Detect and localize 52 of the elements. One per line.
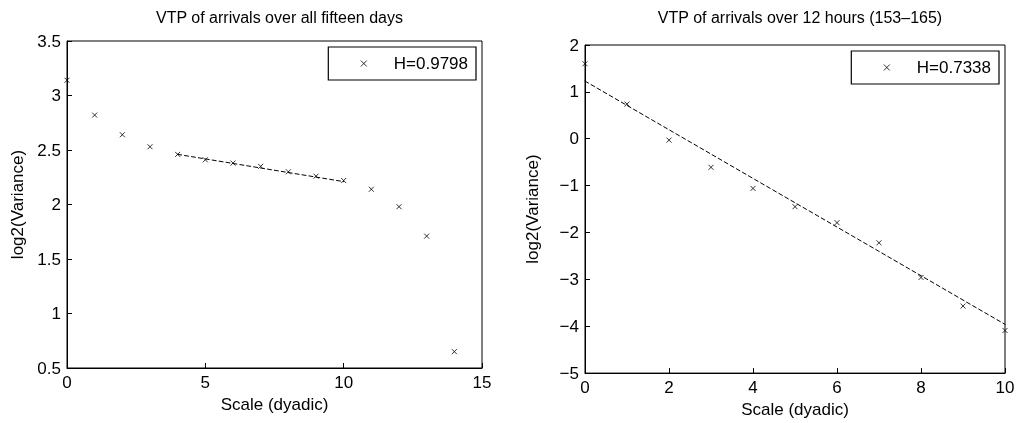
x-tick-label: 2: [664, 378, 674, 398]
x-tick-label: 4: [748, 378, 758, 398]
point: [750, 185, 756, 192]
point: [666, 137, 672, 144]
y-tick-label: 0: [569, 129, 579, 149]
point: [423, 233, 430, 240]
y-tick-label: 0.5: [37, 358, 61, 378]
y-tick-label: 3: [51, 86, 61, 105]
point: [64, 77, 70, 84]
x-axis-title: Scale (dyadic): [741, 400, 849, 419]
y-tick-label: 1: [569, 82, 579, 102]
y-tick-label: −1: [559, 176, 579, 196]
point: [451, 348, 458, 355]
point: [918, 274, 924, 281]
point: [708, 164, 714, 171]
legend-label: H=0.9798: [393, 54, 468, 73]
point: [396, 203, 402, 210]
y-tick-label: 2.5: [37, 140, 61, 160]
y-tick-label: 1: [51, 304, 61, 323]
point: [368, 186, 375, 193]
x-tick-label: 10: [334, 373, 354, 392]
y-tick-label: 2: [569, 35, 579, 55]
point: [792, 203, 798, 210]
y-tick-label: 2: [51, 195, 61, 214]
legend-label: H=0.7338: [916, 58, 991, 77]
point: [147, 143, 153, 150]
point: [876, 239, 882, 246]
point: [202, 156, 209, 163]
point: [1002, 327, 1008, 334]
y-tick-label: −3: [559, 269, 579, 289]
x-tick-label: 5: [200, 373, 211, 392]
point: [582, 60, 588, 67]
x-tick-label: 6: [832, 378, 842, 398]
point: [313, 173, 319, 180]
y-axis-title: log2(Variance): [523, 154, 542, 264]
y-tick-label: −2: [559, 222, 579, 242]
point: [91, 112, 98, 119]
y-tick-label: 3.5: [37, 31, 61, 51]
y-axis-title: log2(Variance): [8, 149, 28, 260]
y-tick-label: −4: [559, 316, 579, 336]
chart-title: VTP of arrivals over all fifteen days: [156, 8, 403, 26]
x-axis-title: Scale (dyadic): [220, 394, 329, 414]
x-tick-label: 8: [916, 378, 926, 398]
y-tick-label: 1.5: [37, 249, 61, 269]
chart-title: VTP of arrivals over 12 hours (153–165): [657, 8, 943, 26]
point: [285, 168, 292, 175]
y-tick-label: −5: [559, 363, 579, 383]
x-tick-label: 15: [472, 373, 492, 392]
x-tick-label: 10: [995, 378, 1015, 398]
point: [340, 177, 347, 184]
point: [834, 219, 840, 226]
point: [119, 131, 126, 138]
